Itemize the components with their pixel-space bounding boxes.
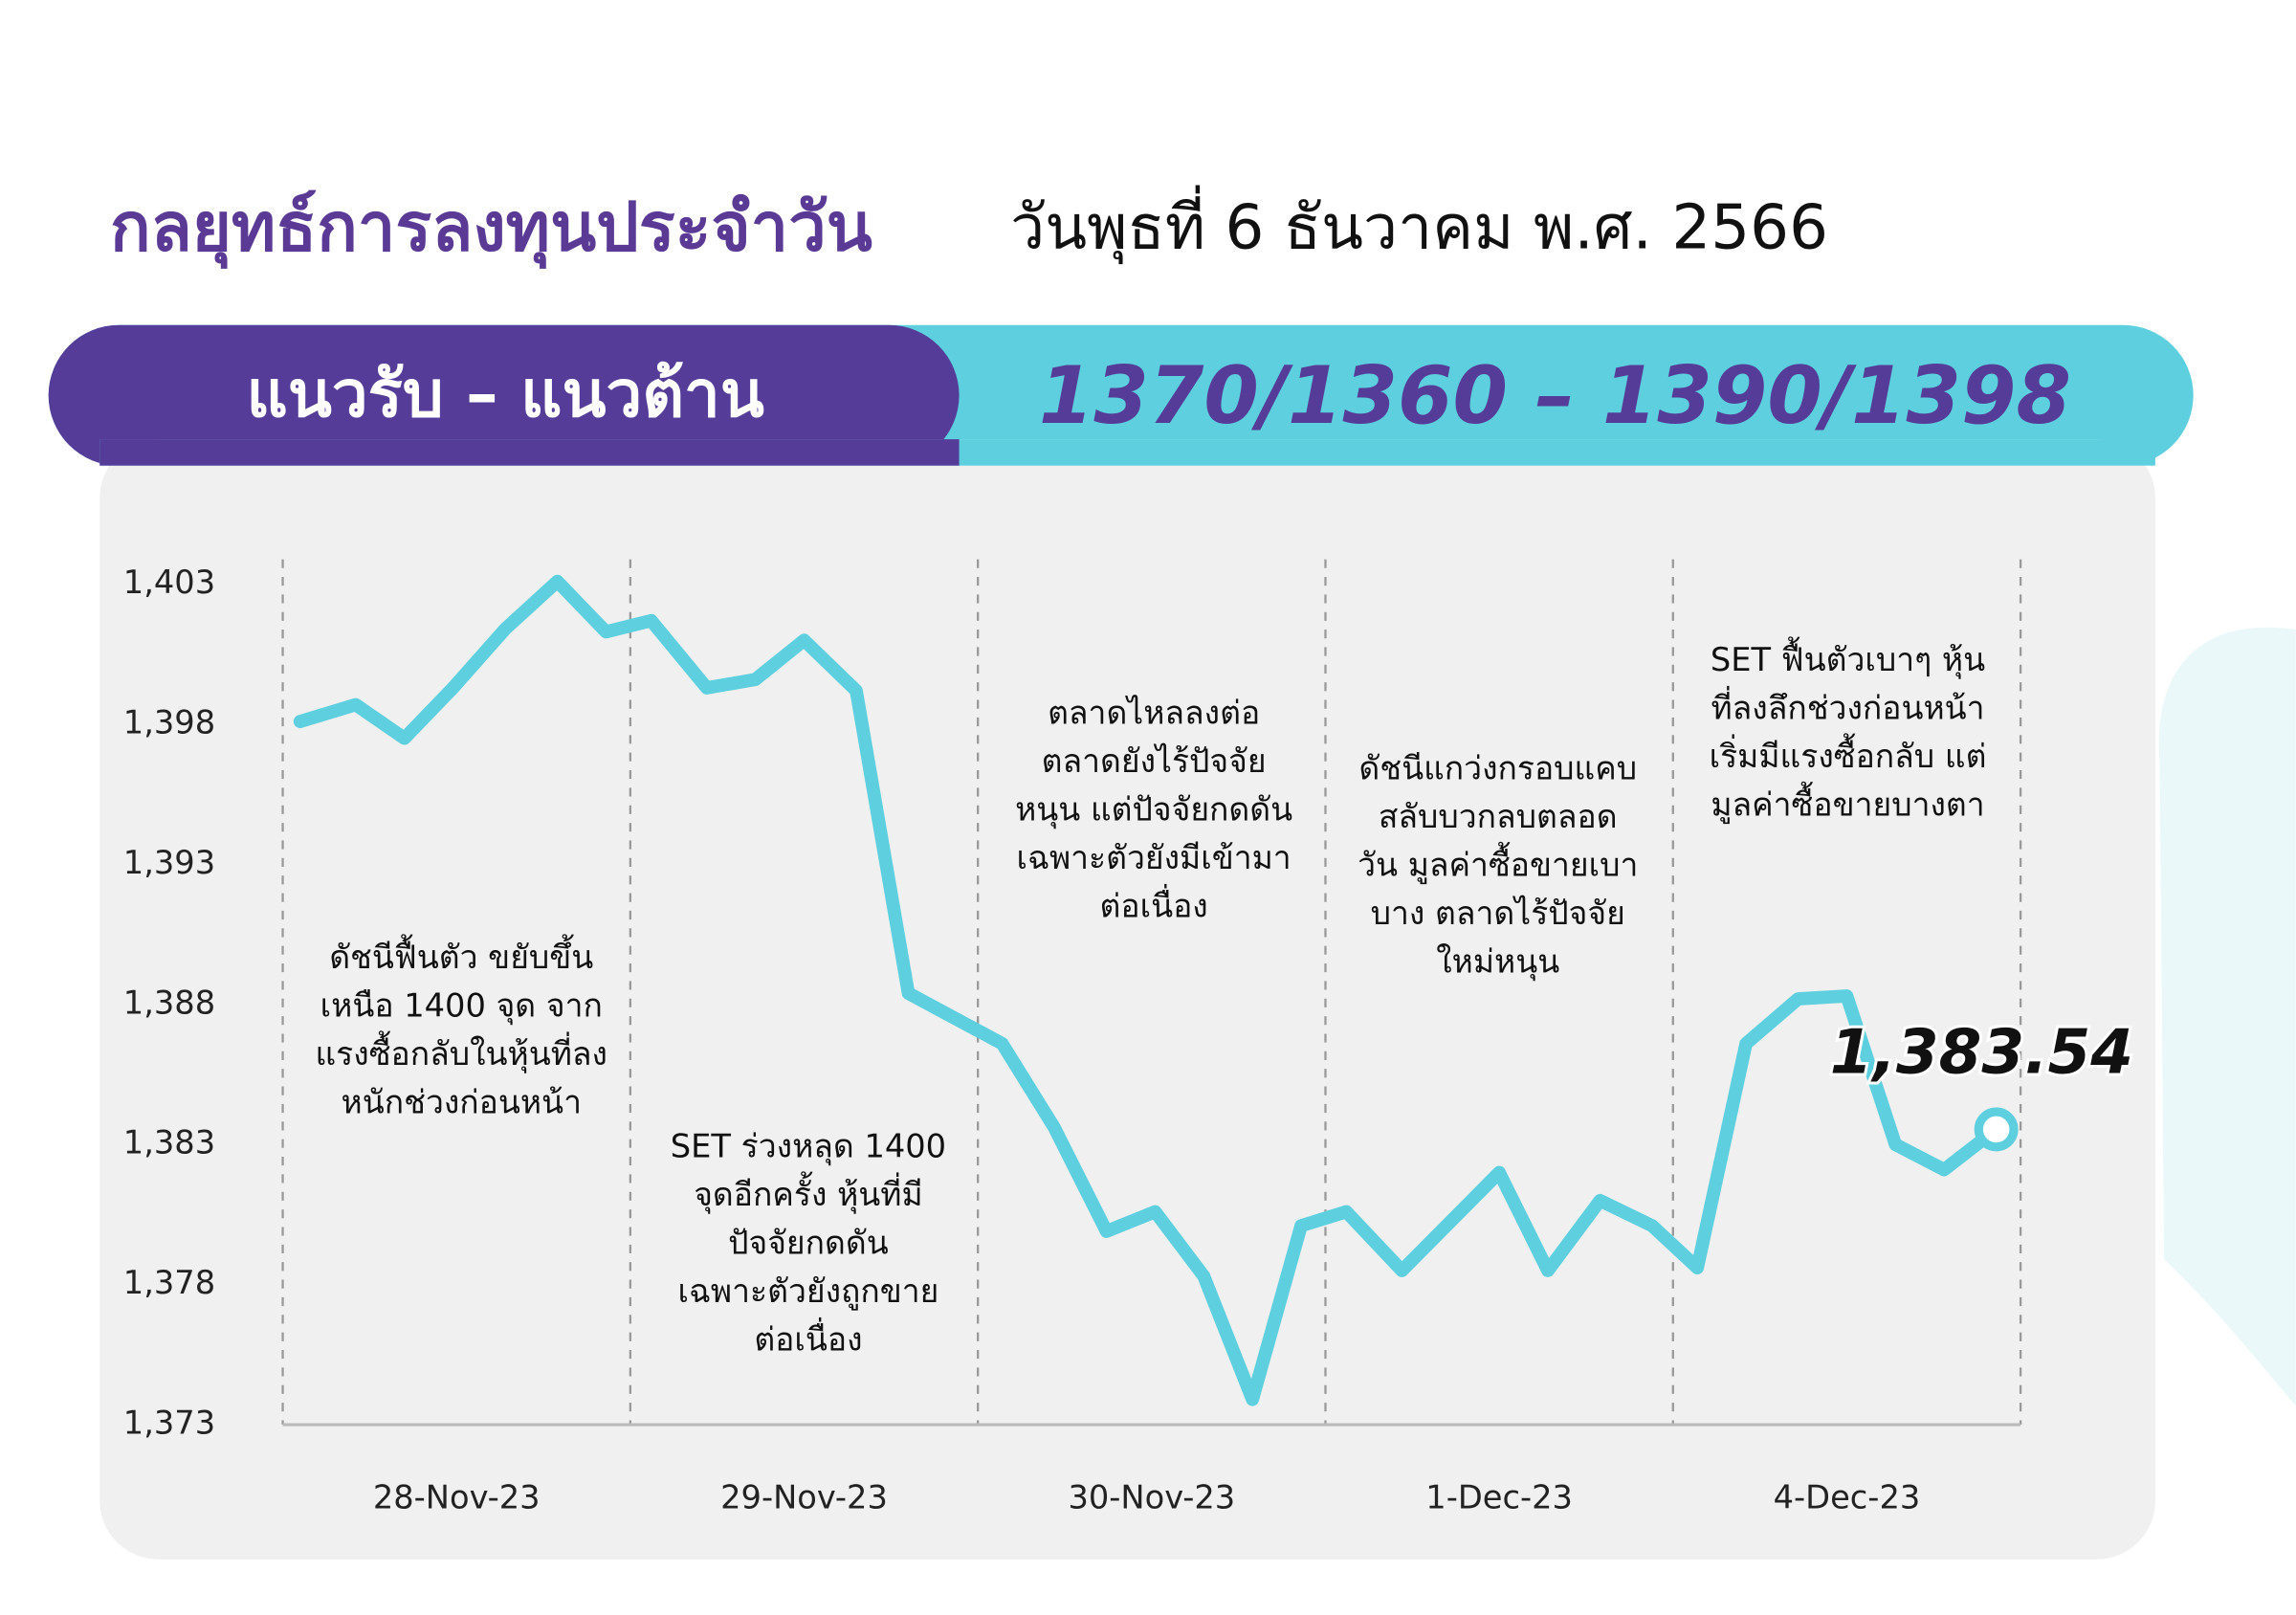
annotation: ที่ลงลึกช่วงก่อนหน้า — [1711, 686, 1984, 727]
y-tick-label: 1,383 — [123, 1124, 215, 1161]
annotation: ดัชนีแกว่งกรอบแคบ — [1358, 749, 1637, 786]
annotation: สลับบวกลบตลอด — [1379, 798, 1618, 835]
data-line — [293, 574, 2003, 1406]
x-tick-label: 29-Nov-23 — [720, 1479, 888, 1516]
annotation: หนุน แต่ปัจจัยกดดัน — [1015, 790, 1292, 829]
annotation: เฉพาะตัวยังถูกขาย — [678, 1272, 939, 1311]
annotation: ต่อเนื่อง — [754, 1316, 862, 1358]
annotation: ต่อเนื่อง — [1100, 883, 1208, 924]
annotation: ปัจจัยกดดัน — [728, 1224, 889, 1261]
annotation: เริ่มมีแรงซื้อกลับ แต่ — [1710, 733, 1987, 775]
x-tick-label: 4-Dec-23 — [1774, 1479, 1921, 1516]
levels-banner-label-bg — [48, 324, 960, 466]
panel-top — [99, 439, 960, 466]
annotation: แรงซื้อกลับในหุ้นที่ลง — [315, 1030, 607, 1073]
x-tick-label: 30-Nov-23 — [1068, 1479, 1235, 1516]
annotation: SET ฟื้นตัวเบาๆ หุ้น — [1711, 636, 1985, 679]
background-shape — [2158, 627, 2296, 1406]
y-tick-label: 1,398 — [123, 704, 215, 741]
annotation: ตลาดไหลลงต่อ — [1048, 694, 1260, 731]
page-date: วันพุธที่ 6 ธันวาคม พ.ศ. 2566 — [1010, 185, 1828, 264]
annotation: มูลค่าซื้อขายบางตา — [1711, 782, 1984, 825]
y-tick-label: 1,403 — [123, 564, 215, 601]
x-tick-label: 28-Nov-23 — [373, 1479, 541, 1516]
banner-label: แนวรับ – แนวต้าน — [246, 357, 763, 431]
annotation: เฉพาะตัวยังมีเข้ามา — [1017, 839, 1292, 876]
annotation: ตลาดยังไร้ปัจจัย — [1042, 742, 1267, 780]
end-marker — [1974, 1107, 2019, 1152]
page-title: กลยุทธ์การลงทุนประจำวัน — [110, 188, 872, 269]
y-tick-label: 1,393 — [123, 844, 215, 881]
y-tick-label: 1,373 — [123, 1405, 215, 1442]
annotation: วัน มูลค่าซื้อขายเบา — [1358, 841, 1638, 884]
annotation: ใหม่หนุน — [1436, 942, 1559, 981]
banner-levels: 1370/1360 – 1390/1398 — [1039, 350, 2071, 442]
x-tick-label: 1-Dec-23 — [1425, 1479, 1573, 1516]
y-tick-label: 1,388 — [123, 984, 215, 1021]
y-tick-label: 1,378 — [123, 1264, 215, 1301]
annotation: เหนือ 1400 จุด จาก — [320, 986, 603, 1025]
annotation: ดัชนีฟื้นตัว ขยับขึ้น — [329, 934, 593, 976]
value-label: 1,383.54 — [1830, 1016, 2133, 1088]
annotation: บาง ตลาดไร้ปัจจัย — [1371, 895, 1625, 932]
annotation: หนักช่วงก่อนหน้า — [342, 1083, 582, 1120]
chart-panel — [99, 439, 2155, 1560]
annotation: SET ร่วงหลุด 1400 — [671, 1127, 946, 1165]
annotation: จุดอีกครั้ง หุ้นที่มี — [694, 1171, 922, 1214]
